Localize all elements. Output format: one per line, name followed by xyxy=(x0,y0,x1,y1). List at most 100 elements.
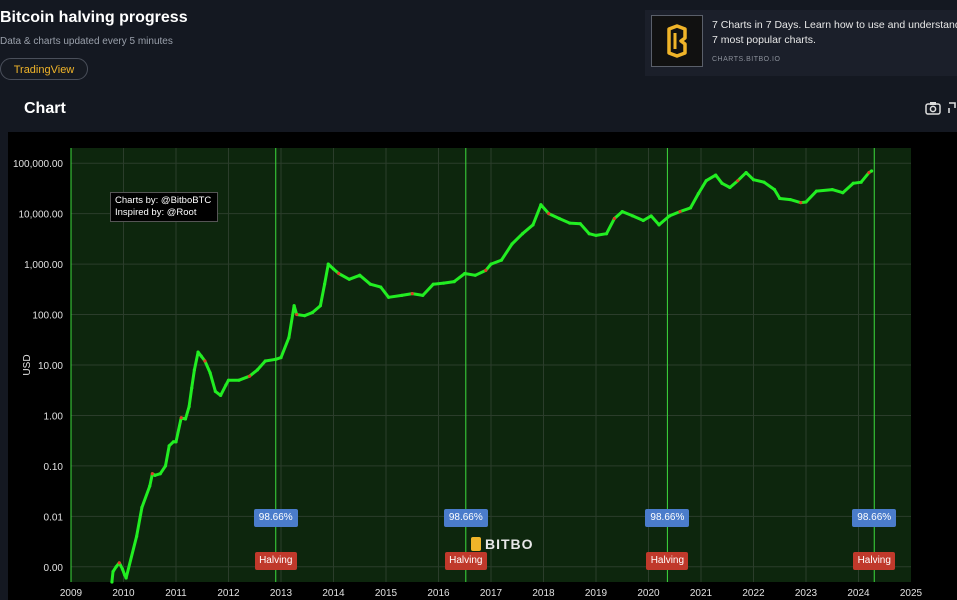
price-point xyxy=(510,242,514,246)
price-point xyxy=(431,282,435,286)
halving-badge: Halving xyxy=(853,552,896,570)
price-point xyxy=(631,214,635,218)
price-point xyxy=(120,567,125,571)
price-point xyxy=(788,197,792,202)
price-point xyxy=(292,304,296,308)
halving-progress-badge: 98.66% xyxy=(443,509,488,527)
price-point xyxy=(219,393,223,397)
price-point xyxy=(368,282,372,286)
price-point xyxy=(578,222,582,226)
price-point xyxy=(196,350,200,354)
price-point xyxy=(499,258,504,262)
price-point xyxy=(696,191,700,196)
price-point xyxy=(110,580,114,584)
x-tick-label: 2009 xyxy=(60,588,83,599)
ad-line-1: 7 Charts in 7 Days. Learn how to use and… xyxy=(712,19,957,31)
price-point xyxy=(337,271,341,276)
halving-progress-badge: 98.66% xyxy=(852,509,897,527)
x-tick-label: 2011 xyxy=(165,588,187,599)
price-point xyxy=(387,295,391,299)
price-point xyxy=(179,416,183,420)
price-point xyxy=(587,232,591,236)
price-point xyxy=(255,368,259,372)
price-point xyxy=(799,201,803,205)
price-point xyxy=(318,304,322,308)
price-point xyxy=(772,187,777,192)
price-point xyxy=(604,232,609,236)
price-point xyxy=(804,200,808,204)
x-tick-label: 2014 xyxy=(322,588,345,599)
price-point xyxy=(295,312,299,317)
price-point xyxy=(287,335,291,340)
y-tick-label: 0.10 xyxy=(44,462,64,473)
price-point xyxy=(484,268,488,272)
chart-heading: Chart xyxy=(24,100,66,117)
price-point xyxy=(688,206,693,210)
price-point xyxy=(213,389,217,393)
price-point xyxy=(263,359,267,363)
x-tick-label: 2025 xyxy=(900,588,923,599)
price-point xyxy=(830,187,834,192)
price-point xyxy=(111,570,115,574)
watermark-text: BITBO xyxy=(485,536,534,552)
price-point xyxy=(620,209,624,214)
x-tick-label: 2022 xyxy=(742,588,765,599)
price-point xyxy=(331,267,336,271)
y-tick-label: 1.00 xyxy=(44,411,64,422)
price-point xyxy=(704,179,708,183)
price-point xyxy=(303,314,307,318)
x-tick-label: 2020 xyxy=(637,588,660,599)
y-tick-label: 10.00 xyxy=(38,361,63,372)
price-point xyxy=(744,171,748,175)
price-point xyxy=(851,181,855,185)
price-point xyxy=(347,277,351,281)
price-point xyxy=(463,271,467,276)
price-point xyxy=(153,473,157,477)
halving-progress-badge: 98.66% xyxy=(645,509,690,527)
expand-icon[interactable] xyxy=(948,101,957,115)
price-point xyxy=(114,565,118,569)
price-point xyxy=(539,203,543,207)
price-point xyxy=(814,189,819,193)
price-point xyxy=(150,472,154,476)
bitbo-watermark-icon xyxy=(471,537,481,551)
price-point xyxy=(594,233,598,238)
price-point xyxy=(751,178,756,182)
price-point xyxy=(183,417,188,421)
price-point xyxy=(400,293,404,297)
page-subtitle: Data & charts updated every 5 minutes xyxy=(0,36,173,47)
x-tick-label: 2018 xyxy=(532,588,555,599)
x-tick-label: 2013 xyxy=(270,588,293,599)
price-point xyxy=(247,374,252,378)
y-tick-label: 0.00 xyxy=(44,563,64,574)
price-point xyxy=(326,262,330,266)
price-point xyxy=(841,191,845,195)
page-title: Bitcoin halving progress xyxy=(0,9,188,26)
price-point xyxy=(310,310,315,315)
tradingview-button[interactable]: TradingView xyxy=(0,58,88,80)
chart-credit: Charts by: @BitboBTC Inspired by: @Root xyxy=(110,192,218,222)
price-point xyxy=(557,216,561,221)
price-point xyxy=(736,179,740,183)
price-point xyxy=(520,232,525,236)
price-point xyxy=(174,440,178,444)
x-tick-label: 2012 xyxy=(217,588,240,599)
ad-banner[interactable]: 7 Charts in 7 Days. Learn how to use and… xyxy=(645,10,957,76)
price-point xyxy=(547,212,551,216)
camera-icon[interactable] xyxy=(925,101,941,115)
price-point xyxy=(190,386,194,390)
watermark: BITBO xyxy=(471,536,534,552)
price-point xyxy=(714,173,718,177)
price-point xyxy=(421,293,425,297)
y-tick-label: 100,000.00 xyxy=(13,159,63,170)
halving-badge: Halving xyxy=(444,552,487,570)
price-point xyxy=(148,484,152,488)
price-point xyxy=(203,359,207,363)
price-point xyxy=(641,218,645,223)
price-point xyxy=(237,378,241,382)
price-point xyxy=(489,262,493,266)
price-point xyxy=(678,209,682,214)
price-point xyxy=(224,383,228,387)
price-point xyxy=(410,292,414,296)
price-point xyxy=(208,371,212,375)
